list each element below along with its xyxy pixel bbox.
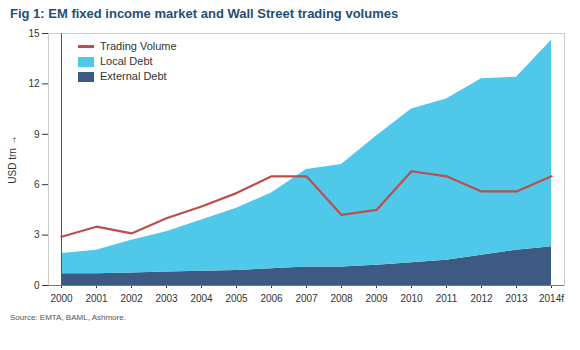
svg-text:2005: 2005 (225, 293, 248, 304)
svg-text:0: 0 (34, 280, 40, 291)
svg-text:3: 3 (34, 229, 40, 240)
svg-text:2008: 2008 (330, 293, 353, 304)
svg-text:2011: 2011 (436, 293, 458, 304)
svg-text:2010: 2010 (400, 293, 423, 304)
html-text:Source: EMTA, BAML, Ashmore.: Source: EMTA, BAML, Ashmore. (10, 313, 126, 322)
svg-text:2002: 2002 (120, 293, 143, 304)
svg-text:2000: 2000 (50, 293, 73, 304)
html-text:Trading Volume: Trading Volume (100, 40, 177, 52)
html-text:External Debt: External Debt (100, 70, 167, 82)
svg-text:9: 9 (34, 129, 40, 140)
svg-text:USD trn →: USD trn → (7, 135, 18, 183)
svg-text:2004: 2004 (190, 293, 213, 304)
html-text:Fig 1: EM fixed income market: Fig 1: EM fixed income market and Wall S… (10, 6, 399, 21)
svg-text:2006: 2006 (260, 293, 283, 304)
svg-text:2001: 2001 (85, 293, 108, 304)
svg-text:2014f: 2014f (539, 293, 564, 304)
svg-text:2009: 2009 (365, 293, 388, 304)
svg-text:12: 12 (28, 78, 40, 89)
svg-text:2013: 2013 (505, 293, 528, 304)
svg-text:2012: 2012 (470, 293, 493, 304)
svg-text:2003: 2003 (155, 293, 178, 304)
svg-text:2007: 2007 (295, 293, 318, 304)
svg-text:6: 6 (34, 179, 40, 190)
svg-text:15: 15 (28, 28, 40, 39)
html-text:Local Debt: Local Debt (100, 55, 153, 67)
